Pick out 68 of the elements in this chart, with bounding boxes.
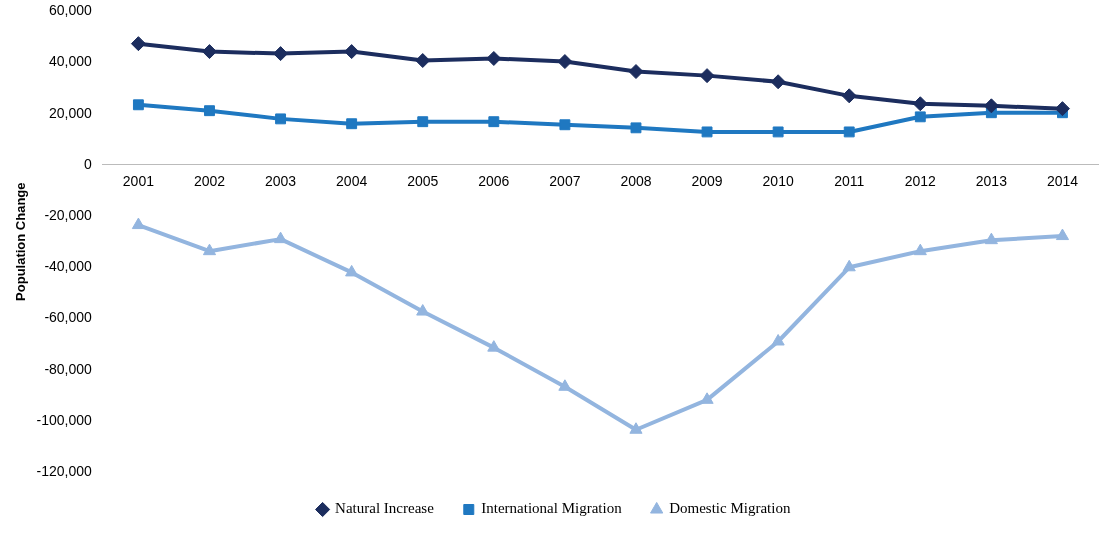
point <box>912 96 928 112</box>
x-tick-label: 2004 <box>336 173 368 190</box>
point <box>983 98 999 114</box>
point <box>914 111 926 123</box>
x-tick-label: 2002 <box>193 173 226 190</box>
y-tick-label: 0 <box>84 155 93 172</box>
point <box>701 126 713 138</box>
y-tick-label: -40,000 <box>44 258 93 275</box>
point <box>346 118 358 130</box>
y-axis-title: Population Change <box>13 182 29 301</box>
point <box>488 116 500 128</box>
y-tick-label: 20,000 <box>49 104 93 121</box>
x-tick-label: 2009 <box>691 173 723 190</box>
point <box>1054 101 1070 117</box>
point <box>1055 228 1070 241</box>
point <box>130 36 146 52</box>
point <box>201 44 217 60</box>
point <box>344 44 360 60</box>
y-tick-label: 40,000 <box>49 53 93 70</box>
point <box>984 232 998 245</box>
point <box>628 64 644 80</box>
point <box>415 53 431 69</box>
legend-label: Domestic Migration <box>669 500 791 517</box>
point <box>275 113 287 125</box>
legend-label: Natural Increase <box>335 500 435 517</box>
point <box>274 231 288 244</box>
point <box>202 243 217 256</box>
x-tick-label: 2005 <box>407 173 439 190</box>
point <box>700 392 714 404</box>
point <box>486 50 502 66</box>
point <box>842 259 856 272</box>
point <box>913 243 927 256</box>
x-tick-label: 2011 <box>834 173 865 190</box>
x-tick-label: 2012 <box>904 173 937 190</box>
point <box>417 116 429 128</box>
point <box>699 68 715 84</box>
x-tick-label: 2007 <box>549 173 581 190</box>
point <box>629 422 643 434</box>
point <box>772 126 784 138</box>
x-tick-label: 2008 <box>620 173 652 190</box>
y-tick-label: -100,000 <box>36 411 93 428</box>
point <box>559 119 571 131</box>
x-tick-label: 2014 <box>1046 173 1079 190</box>
point <box>557 54 573 70</box>
y-tick-label: -60,000 <box>44 309 93 326</box>
y-tick-label: -20,000 <box>44 206 93 223</box>
legend-label: International Migration <box>481 500 623 517</box>
y-tick-label: -120,000 <box>36 462 93 479</box>
y-tick-label: -80,000 <box>44 360 93 377</box>
point <box>487 340 501 352</box>
point <box>416 304 430 316</box>
point <box>770 74 786 90</box>
point <box>630 122 642 134</box>
point <box>345 264 359 277</box>
point <box>273 46 289 62</box>
point <box>132 99 144 111</box>
point <box>843 126 855 138</box>
point <box>558 379 572 391</box>
point <box>204 105 215 117</box>
x-tick-label: 2013 <box>975 173 1008 190</box>
x-tick-label: 2006 <box>478 173 510 190</box>
x-tick-label: 2003 <box>264 173 297 190</box>
point <box>771 334 785 346</box>
x-tick-label: 2001 <box>122 173 155 190</box>
point <box>131 217 145 230</box>
x-tick-label: 2010 <box>762 173 794 190</box>
y-tick-label: 60,000 <box>49 2 93 19</box>
point <box>841 88 857 104</box>
